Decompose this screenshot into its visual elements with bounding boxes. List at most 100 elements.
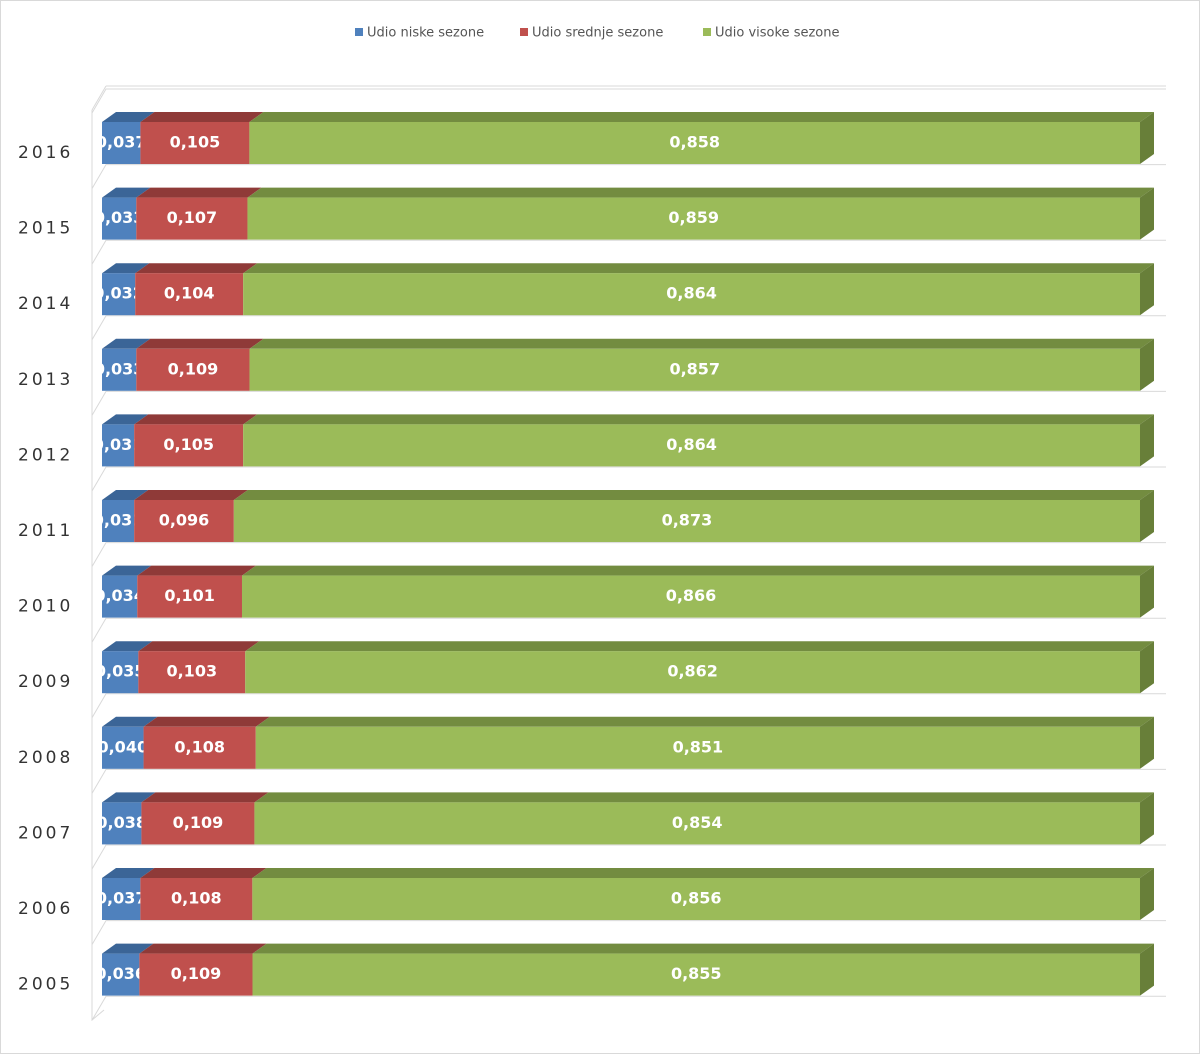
- gridline-floor: [91, 390, 1166, 416]
- bar-top: [140, 868, 267, 878]
- bar-segment: [255, 726, 1140, 769]
- gridline-floor: [91, 920, 1166, 945]
- data-label: 0,851: [673, 737, 724, 756]
- bar-segment: [136, 348, 250, 391]
- bar-segment: [140, 122, 250, 164]
- bar-segment: [243, 273, 1141, 316]
- bar-top: [249, 112, 1154, 122]
- bar-side: [1140, 187, 1154, 240]
- bar-segment: [252, 953, 1140, 996]
- data-label: 0,109: [171, 964, 222, 983]
- data-label: 0,035: [95, 662, 146, 681]
- bar-segment: [102, 575, 138, 618]
- y-tick-label: 2015: [18, 219, 73, 239]
- bar-segment: [102, 424, 135, 467]
- y-tick-label: 2005: [18, 975, 73, 995]
- y-tick-label: 2007: [18, 823, 73, 843]
- bar-segment: [134, 500, 234, 542]
- data-label: 0,033: [94, 359, 145, 378]
- bar-side: [1140, 716, 1154, 769]
- bar-segment: [233, 500, 1141, 542]
- bar-segment: [102, 878, 141, 920]
- bar-segment: [139, 953, 253, 996]
- data-label: 0,036: [95, 964, 146, 983]
- bar-top: [102, 792, 156, 803]
- data-label: 0,105: [163, 435, 214, 454]
- data-label: 0,109: [173, 813, 224, 832]
- bar-segment: [102, 273, 136, 316]
- y-tick-label: 2013: [18, 370, 73, 390]
- y-tick-label: 2009: [18, 672, 73, 692]
- legend-label: Udio srednje sezone: [532, 26, 663, 41]
- bar-segment: [249, 122, 1140, 164]
- data-label: 0,103: [166, 662, 217, 681]
- data-label: 0,864: [666, 435, 717, 454]
- bar-side: [1140, 641, 1154, 694]
- gridline-floor: [91, 315, 1166, 341]
- bar-segment: [134, 424, 244, 467]
- bar-top: [141, 792, 269, 803]
- data-label: 0,105: [170, 133, 221, 152]
- data-label: 0,859: [668, 208, 719, 227]
- bar-segment: [102, 197, 137, 240]
- bar-side: [1140, 792, 1154, 845]
- gridline-floor: [91, 844, 1166, 870]
- data-label: 0,038: [96, 813, 147, 832]
- bar-top: [134, 490, 248, 500]
- gridline-floor: [91, 995, 1166, 1021]
- bar-segment: [138, 651, 246, 694]
- bar-top: [134, 414, 258, 425]
- data-label: 0,862: [667, 662, 718, 681]
- bar-top: [254, 792, 1154, 803]
- legend-label: Udio visoke sezone: [715, 26, 839, 41]
- data-label: 0,855: [671, 964, 722, 983]
- bar-top: [252, 943, 1154, 954]
- data-label: 0,033: [94, 208, 145, 227]
- data-label: 0,096: [159, 511, 210, 530]
- y-tick-label: 2016: [18, 143, 73, 163]
- bar-top: [102, 490, 149, 500]
- gridline-floor: [91, 164, 1166, 189]
- bar-segment: [102, 953, 140, 996]
- legend-swatch: [520, 28, 528, 36]
- bar-segment: [254, 802, 1140, 845]
- data-label: 0,040: [97, 737, 148, 756]
- bar-top: [241, 565, 1155, 576]
- bar-top: [252, 868, 1155, 878]
- bar-segment: [102, 348, 137, 391]
- data-label: 0,037: [96, 133, 147, 152]
- y-tick-label: 2014: [18, 294, 73, 314]
- bar-segment: [243, 424, 1141, 467]
- bar-top: [138, 641, 260, 652]
- bar-segment: [102, 802, 142, 845]
- data-label: 0,109: [168, 359, 219, 378]
- data-label: 0,031: [93, 511, 144, 530]
- bar-top: [245, 641, 1154, 652]
- bar-segment: [241, 575, 1141, 618]
- data-label: 0,857: [669, 359, 720, 378]
- bar-top: [243, 414, 1155, 425]
- bar-top: [139, 943, 267, 954]
- bar-top: [247, 187, 1155, 198]
- bar-top: [102, 943, 154, 954]
- bar-segment: [102, 500, 135, 542]
- bar-side: [1140, 338, 1154, 391]
- bar-segment: [252, 878, 1141, 920]
- y-tick-label: 2008: [18, 748, 73, 768]
- bar-side: [1140, 565, 1154, 618]
- bar-top: [243, 263, 1155, 274]
- bar-top: [135, 263, 258, 274]
- bar-top: [102, 868, 155, 878]
- bar-top: [102, 641, 153, 652]
- bar-top: [249, 338, 1154, 349]
- gridline-floor: [91, 768, 1166, 794]
- legend-label: Udio niske sezone: [367, 26, 484, 41]
- gridline-floor: [91, 542, 1166, 567]
- bar-top: [143, 716, 270, 727]
- bar-side: [1140, 263, 1154, 316]
- gridline-floor: [91, 617, 1166, 643]
- bar-segment: [245, 651, 1140, 694]
- bar-segment: [102, 726, 144, 769]
- bar-segment: [141, 802, 255, 845]
